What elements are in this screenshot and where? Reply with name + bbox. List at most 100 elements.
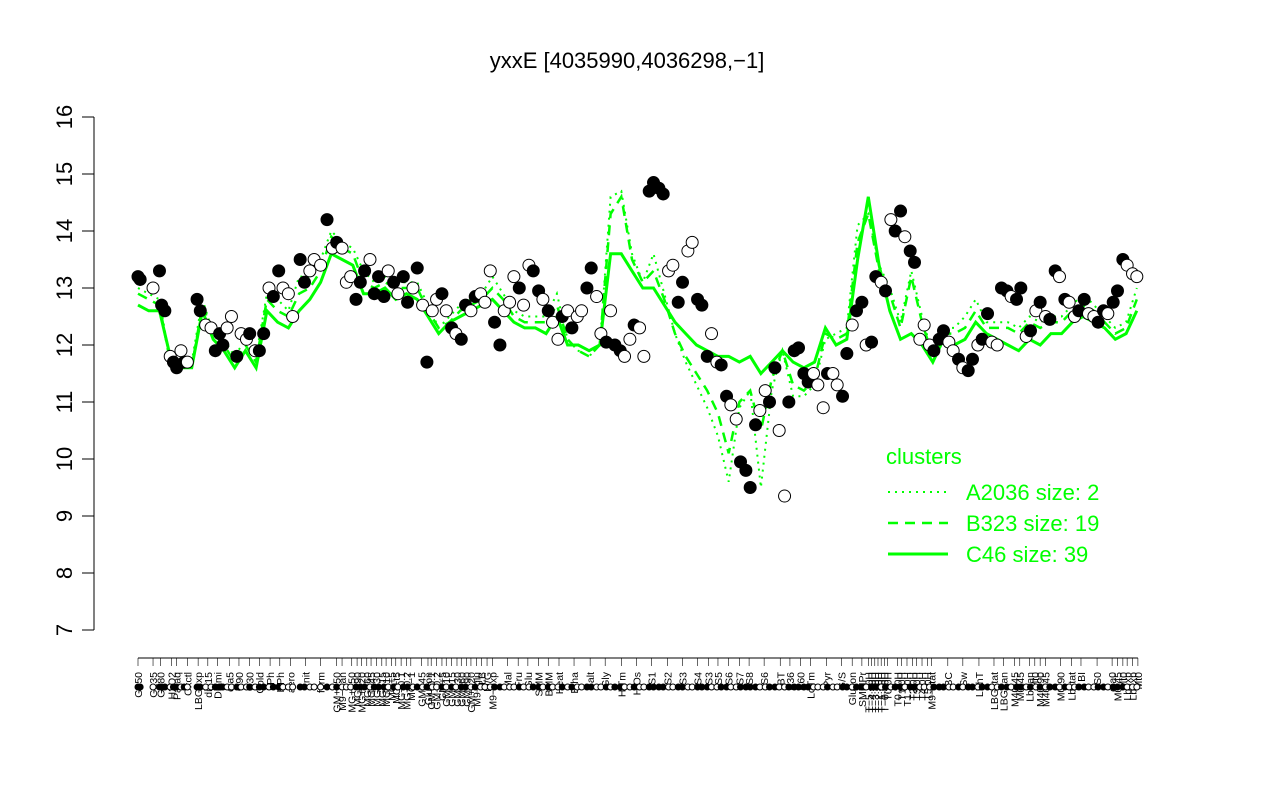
data-point bbox=[637, 349, 651, 363]
data-point bbox=[729, 412, 743, 426]
x-tick-label: Pyr bbox=[821, 671, 833, 687]
x-tick-label: T−0.40H bbox=[879, 672, 891, 713]
y-axis: 7 8 9 10 11 12 13 14 15 16 bbox=[52, 105, 95, 636]
x-tick-label: T−1.40H bbox=[876, 672, 888, 713]
data-point bbox=[133, 272, 147, 286]
legend-entry-label: A2036 size: 2 bbox=[966, 480, 1099, 505]
data-point bbox=[180, 355, 194, 369]
data-point bbox=[792, 341, 806, 355]
data-point bbox=[1014, 281, 1028, 295]
data-point bbox=[320, 213, 334, 227]
data-point bbox=[193, 304, 207, 318]
data-point bbox=[1062, 295, 1076, 309]
x-tick-label: S6 bbox=[759, 672, 771, 685]
y-tick-label: 9 bbox=[52, 510, 77, 522]
data-point bbox=[884, 213, 898, 227]
data-point bbox=[580, 281, 594, 295]
data-point bbox=[391, 287, 405, 301]
legend-entry-label: C46 size: 39 bbox=[966, 542, 1088, 567]
x-tick-label: MG−0.2 bbox=[402, 672, 414, 710]
data-point bbox=[454, 332, 468, 346]
rug-point bbox=[289, 683, 297, 691]
x-tick-label: S3 bbox=[678, 672, 690, 685]
y-tick-label: 13 bbox=[52, 276, 77, 300]
data-point bbox=[917, 318, 931, 332]
data-point bbox=[252, 344, 266, 358]
x-tick-label: GM−0.1 bbox=[426, 672, 438, 710]
data-point bbox=[190, 292, 204, 306]
data-point bbox=[503, 295, 517, 309]
data-point bbox=[546, 315, 560, 329]
data-point bbox=[584, 261, 598, 275]
data-point bbox=[604, 304, 618, 318]
x-axis: G150G135G180H2O2ParaqOxctlLBGexpdia15Dia… bbox=[133, 657, 1145, 713]
data-point bbox=[512, 281, 526, 295]
x-tick-label: BT bbox=[775, 671, 787, 685]
data-point bbox=[353, 275, 367, 289]
data-point bbox=[845, 318, 859, 332]
series-line-dashed bbox=[137, 193, 1138, 454]
x-tick-label: LBGstat bbox=[989, 672, 1001, 710]
y-tick-label: 11 bbox=[52, 391, 77, 414]
data-point bbox=[314, 258, 328, 272]
data-point bbox=[749, 418, 763, 432]
x-tick-label: C30 bbox=[245, 672, 257, 691]
data-point bbox=[782, 395, 796, 409]
rug-point bbox=[136, 683, 144, 691]
data-point bbox=[575, 304, 589, 318]
series-layer bbox=[137, 189, 1139, 488]
data-point bbox=[216, 338, 230, 352]
data-point bbox=[927, 344, 941, 358]
rug-point bbox=[317, 683, 325, 691]
data-point bbox=[913, 332, 927, 346]
data-point bbox=[888, 224, 902, 238]
data-point bbox=[281, 287, 295, 301]
data-point bbox=[865, 335, 879, 349]
data-point bbox=[297, 275, 311, 289]
data-point bbox=[230, 349, 244, 363]
y-tick-label: 7 bbox=[52, 624, 77, 636]
data-point bbox=[705, 327, 719, 341]
data-point bbox=[293, 253, 307, 266]
data-point bbox=[561, 304, 575, 318]
data-point bbox=[816, 401, 830, 415]
data-point bbox=[493, 338, 507, 352]
data-point bbox=[541, 304, 555, 318]
data-point bbox=[257, 327, 271, 341]
x-tick-label: Etha bbox=[569, 672, 581, 694]
data-point bbox=[778, 489, 792, 503]
x-tick-label: S2 bbox=[662, 672, 674, 685]
data-point bbox=[152, 264, 166, 278]
data-point bbox=[439, 304, 453, 318]
x-tick-label: T−5.40H bbox=[863, 672, 875, 713]
x-tick-label: LB bbox=[477, 672, 489, 685]
data-point bbox=[1052, 270, 1066, 284]
x-rug bbox=[134, 683, 1141, 691]
x-tick-label: Sw bbox=[958, 672, 970, 687]
data-point bbox=[158, 304, 172, 318]
data-point bbox=[435, 287, 449, 301]
data-point bbox=[286, 310, 300, 323]
data-point bbox=[666, 258, 680, 272]
data-point bbox=[1106, 295, 1120, 309]
data-point bbox=[536, 292, 550, 306]
x-tick-label: GM+150 bbox=[332, 672, 344, 713]
data-point bbox=[772, 424, 786, 437]
x-tick-label: LBGtran bbox=[999, 672, 1011, 711]
x-tick-label: MG+120 bbox=[356, 672, 368, 713]
data-point bbox=[700, 349, 714, 363]
data-point bbox=[416, 298, 430, 312]
data-point bbox=[410, 261, 424, 275]
data-point bbox=[358, 264, 372, 278]
y-tick-label: 8 bbox=[52, 567, 77, 579]
y-tick-label: 10 bbox=[52, 447, 77, 471]
data-point bbox=[656, 187, 670, 201]
data-point bbox=[768, 361, 782, 375]
rug-point bbox=[149, 683, 157, 691]
data-point bbox=[372, 270, 386, 284]
x-tick-label: S4 bbox=[693, 672, 705, 685]
x-tick-label: M9−tran bbox=[337, 672, 349, 711]
data-point bbox=[879, 284, 893, 298]
x-tick-label: T−2.40H bbox=[873, 672, 885, 713]
